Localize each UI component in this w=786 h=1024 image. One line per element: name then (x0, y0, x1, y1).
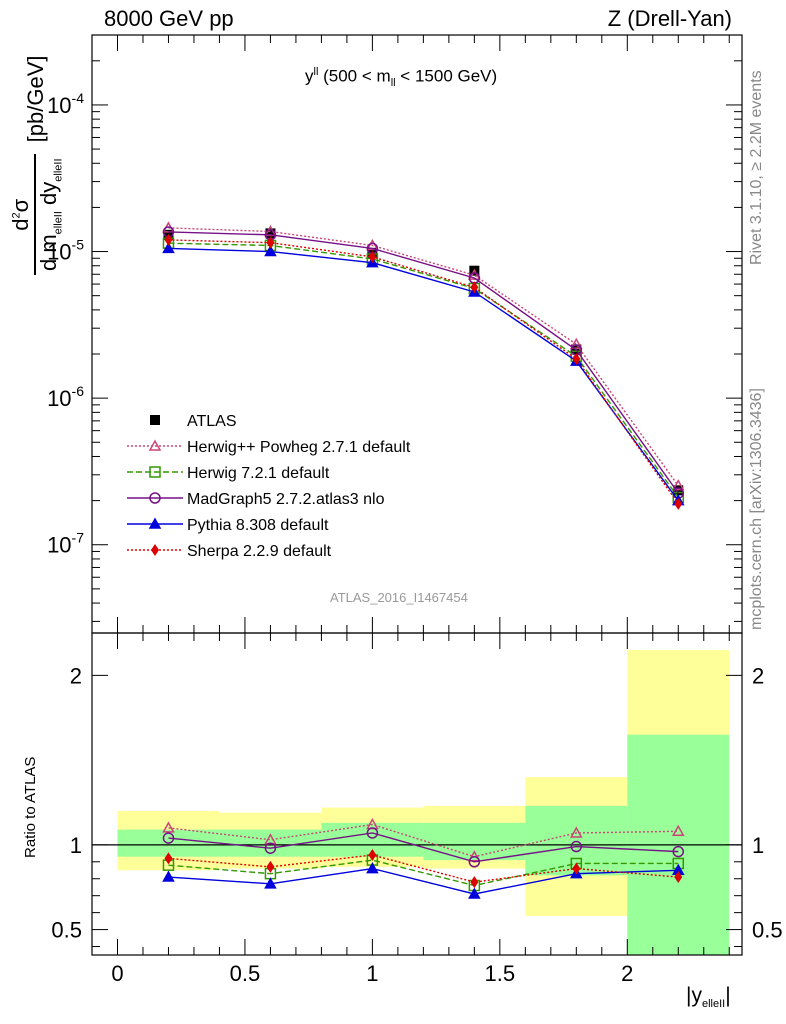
ratio-y-tick-label: 0.5 (51, 918, 82, 943)
series-line (168, 227, 679, 487)
y-tick-label: 10-5 (47, 237, 84, 265)
ratio-y-tick-label-right: 2 (752, 663, 764, 688)
plot-title-sup: ll (313, 66, 319, 78)
ratio-series-line (168, 859, 679, 887)
legend-marker (148, 517, 162, 529)
ratio-data-point (164, 852, 173, 865)
analysis-watermark: ATLAS_2016_I1467454 (330, 590, 468, 605)
ratio-data-point (672, 845, 685, 858)
legend-label: Sherpa 2.2.9 default (187, 543, 332, 560)
series-line (168, 242, 679, 498)
ratio-data-point (674, 871, 683, 884)
data-point (266, 236, 275, 249)
ratio-data-point (366, 827, 379, 839)
ratio-data-point (468, 850, 481, 862)
ratio-data-point (468, 887, 481, 899)
x-tick-label: 0.5 (230, 961, 261, 986)
data-point (572, 352, 581, 365)
x-tick-label: 2 (621, 961, 633, 986)
ratio-data-point (162, 821, 175, 833)
y-tick-label: 10-6 (47, 383, 84, 411)
header-left: 8000 GeV pp (104, 6, 234, 31)
data-point (671, 479, 685, 491)
legend-marker (151, 544, 159, 556)
header-right: Z (Drell-Yan) (607, 6, 732, 31)
ratio-data-point (572, 862, 581, 875)
ratio-data-point (266, 860, 275, 873)
plot-title-sub: ll (390, 77, 396, 90)
ratio-data-point (162, 870, 175, 882)
plot-title-rest2: < 1500 GeV) (395, 66, 498, 86)
legend-label: ATLAS (187, 413, 237, 430)
plot-title-rest1: (500 < m (318, 66, 391, 86)
plot-title: yll (500 < mll < 1500 GeV) (305, 66, 497, 89)
ratio-y-tick-label-right: 0.5 (752, 918, 783, 943)
ratio-data-point (162, 832, 175, 844)
y-tick-label: 10-4 (47, 90, 84, 118)
ratio-plot-frame (91, 632, 743, 956)
x-tick-label: 1.5 (485, 961, 516, 986)
ratio-y-tick-label: 2 (70, 663, 82, 688)
legend-marker (150, 415, 160, 425)
data-point (674, 497, 683, 510)
legend-label: Herwig 7.2.1 default (187, 465, 330, 482)
ratio-data-point (470, 876, 479, 889)
legend-marker (148, 439, 162, 451)
data-point (468, 268, 481, 280)
legend-marker (149, 466, 161, 478)
x-tick-label: 1 (366, 961, 378, 986)
ratio-data-point (570, 840, 583, 853)
ratio-data-point (264, 877, 277, 889)
ratio-y-tick-label-right: 1 (752, 833, 764, 858)
ratio-data-point (366, 862, 379, 874)
legend-label: Herwig++ Powheg 2.7.1 default (187, 439, 411, 456)
legend-label: MadGraph5 2.7.2.atlas3 nlo (187, 491, 385, 508)
ratio-data-point (368, 849, 377, 862)
series-line (168, 247, 679, 502)
plot-title-main: y (305, 66, 314, 86)
data-point (164, 233, 173, 246)
ratio-data-point (468, 856, 481, 868)
data-point (570, 337, 583, 350)
ratio-data-point (264, 842, 277, 854)
series-line (168, 231, 679, 494)
ratio-series-line (168, 854, 679, 883)
ratio-series-line (168, 823, 679, 858)
legend-marker (149, 492, 161, 504)
data-point (470, 281, 479, 294)
series-line (168, 239, 679, 505)
ratio-data-point (570, 826, 583, 838)
data-point (162, 241, 175, 254)
ratio-data-point (671, 824, 685, 837)
uncertainty-band-green (423, 822, 526, 861)
ratio-series-line (168, 867, 679, 895)
data-point (264, 244, 277, 257)
y-tick-label: 10-7 (47, 530, 84, 558)
x-axis-title: |yelleII| (686, 984, 731, 1011)
data-point (265, 228, 276, 239)
legend-label: Pythia 8.308 default (187, 517, 329, 534)
ratio-series-line (168, 832, 679, 863)
ratio-y-tick-label: 1 (70, 833, 82, 858)
data-point (368, 250, 377, 263)
x-tick-label: 0 (111, 961, 123, 986)
